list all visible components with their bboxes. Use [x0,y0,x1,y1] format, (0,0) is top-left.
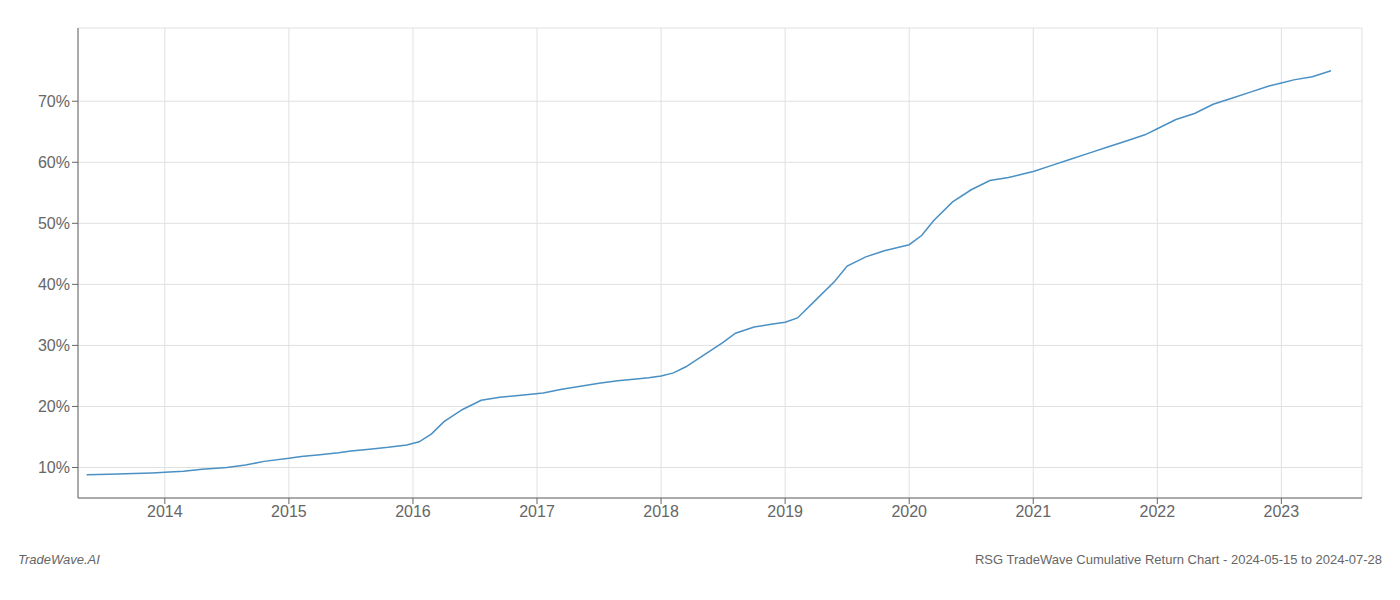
svg-text:2018: 2018 [643,503,679,520]
svg-text:2021: 2021 [1015,503,1051,520]
svg-text:2020: 2020 [891,503,927,520]
svg-text:2015: 2015 [271,503,307,520]
svg-text:2022: 2022 [1140,503,1176,520]
html-text:RSG TradeWave Cumulative Retur: RSG TradeWave Cumulative Return Chart - … [974,552,1382,567]
svg-text:70%: 70% [38,93,70,110]
svg-text:50%: 50% [38,215,70,232]
svg-text:30%: 30% [38,337,70,354]
svg-text:2017: 2017 [519,503,555,520]
svg-text:10%: 10% [38,459,70,476]
svg-text:40%: 40% [38,276,70,293]
svg-text:2019: 2019 [767,503,803,520]
svg-text:20%: 20% [38,398,70,415]
svg-text:2014: 2014 [147,503,183,520]
svg-text:2023: 2023 [1264,503,1300,520]
svg-text:2016: 2016 [395,503,431,520]
html-text:TradeWave.AI: TradeWave.AI [18,552,100,567]
svg-text:60%: 60% [38,154,70,171]
